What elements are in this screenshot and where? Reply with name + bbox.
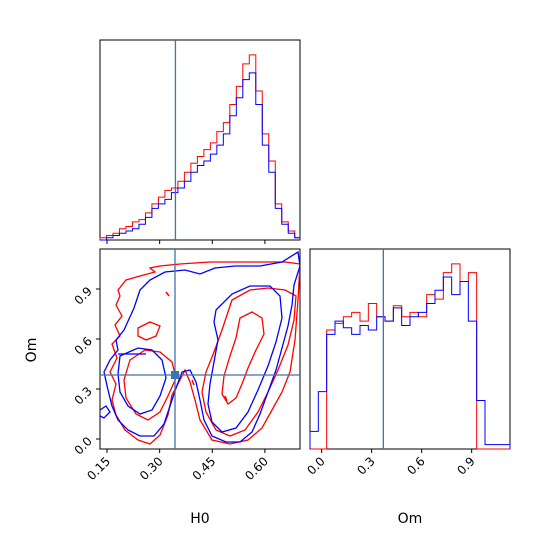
red-speck-1 bbox=[165, 291, 170, 297]
blue-inner-contour-left bbox=[117, 347, 167, 415]
hist-series-blue bbox=[100, 72, 301, 241]
y-tick-label: 0.6 bbox=[72, 334, 95, 357]
red-small-contour bbox=[137, 321, 161, 341]
y-tick-label: 0.9 bbox=[72, 284, 95, 307]
om-x-ticks: 0.0 0.3 0.6 0.9 bbox=[304, 449, 478, 478]
red-core-contour bbox=[221, 311, 265, 405]
joint-frame bbox=[99, 248, 301, 450]
hist-series-red bbox=[99, 54, 301, 240]
red-outer-contour bbox=[109, 261, 300, 445]
x-tick-label: 0.30 bbox=[137, 454, 166, 483]
truth-point-marker bbox=[171, 371, 179, 379]
hist-series-red bbox=[310, 263, 510, 450]
blue-outer-contour bbox=[103, 250, 300, 443]
h0-hist-ticks bbox=[106, 240, 266, 244]
y-tick-label: 0.0 bbox=[72, 434, 95, 457]
h0-axis-label: H0 bbox=[190, 511, 209, 527]
joint-x-ticks: 0.15 0.30 0.45 0.60 bbox=[84, 449, 271, 483]
h0-histogram bbox=[99, 40, 301, 241]
y-tick-label: 0.3 bbox=[72, 384, 95, 407]
red-middle-contour bbox=[123, 349, 177, 421]
om-axis-label: Om bbox=[24, 338, 40, 363]
om-x-tick-label: 0.0 bbox=[304, 454, 327, 477]
om-x-tick-label: 0.3 bbox=[354, 454, 377, 477]
hist-series-blue bbox=[309, 276, 511, 449]
h0-hist-frame bbox=[99, 39, 301, 241]
om-marginal-axis-label: Om bbox=[398, 511, 423, 527]
om-x-tick-label: 0.6 bbox=[404, 454, 427, 477]
red-speck-2 bbox=[191, 379, 195, 386]
blue-left-tail bbox=[100, 405, 111, 419]
om-hist-frame bbox=[309, 248, 511, 450]
x-tick-label: 0.15 bbox=[84, 454, 113, 483]
red-speck-3 bbox=[224, 395, 228, 402]
x-tick-label: 0.60 bbox=[242, 454, 271, 483]
om-histogram bbox=[309, 249, 511, 450]
joint-y-ticks: 0.0 0.3 0.6 0.9 bbox=[72, 284, 100, 457]
red-inner-contour-right bbox=[201, 287, 297, 437]
joint-contours bbox=[100, 249, 300, 449]
blue-inner-contour-right bbox=[207, 285, 283, 433]
x-tick-label: 0.45 bbox=[190, 454, 219, 483]
om-x-tick-label: 0.9 bbox=[454, 454, 477, 477]
